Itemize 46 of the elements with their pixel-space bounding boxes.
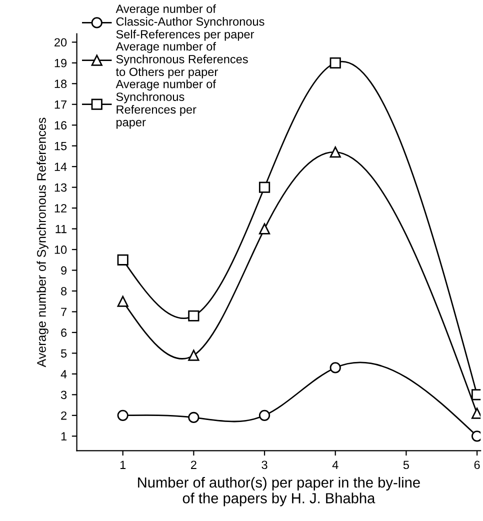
legend-label: Average number of Synchronous References to Others per paper <box>116 42 248 78</box>
y-tick-label: 19 <box>54 58 67 68</box>
y-tick-label: 6 <box>61 328 67 337</box>
y-tick-label: 10 <box>54 246 67 254</box>
point <box>258 223 270 234</box>
point <box>471 389 481 400</box>
x-tick-label: 5 <box>403 460 409 470</box>
point <box>117 254 128 266</box>
y-tick-label: 14 <box>54 162 67 171</box>
x-tick-label: 4 <box>332 460 338 469</box>
point <box>117 296 128 307</box>
point <box>117 410 128 421</box>
y-tick-label: 8 <box>61 287 67 296</box>
legend-label: Average number of Synchronous References per paper <box>116 80 216 129</box>
point <box>258 182 270 193</box>
y-tick-label: 7 <box>61 308 66 316</box>
y-tick-label: 3 <box>60 390 67 400</box>
point <box>471 408 481 419</box>
point <box>330 146 341 158</box>
y-tick-label: 11 <box>56 224 66 234</box>
y-axis-title: Average number of Synchronous References <box>36 118 48 368</box>
x-axis-title: Number of author(s) per paper in the by-line of the papers by H. J. Bhabha <box>138 476 420 506</box>
y-tick-label: 17 <box>54 100 66 109</box>
point <box>471 430 481 442</box>
x-tick-label: 3 <box>262 460 268 470</box>
point <box>258 410 270 421</box>
y-tick-label: 18 <box>54 80 67 88</box>
point <box>188 350 200 361</box>
y-tick-label: 15 <box>54 142 67 150</box>
y-tick-label: 9 <box>61 266 67 275</box>
point <box>330 362 341 374</box>
legend-label: Average number of Classic-Author Synchronous Self-References per paper <box>116 4 264 41</box>
y-tick-label: 5 <box>60 349 67 358</box>
y-tick-label: 13 <box>54 183 67 192</box>
point <box>188 412 200 424</box>
y-tick-label: 20 <box>54 38 67 47</box>
y-tick-label: 1 <box>61 432 66 440</box>
point <box>330 57 341 68</box>
x-tick-label: 6 <box>474 460 480 470</box>
x-tick-label: 2 <box>190 460 196 469</box>
y-tick-label: 2 <box>61 411 66 420</box>
x-tick-label: 1 <box>120 460 126 469</box>
y-tick-label: 12 <box>54 204 66 212</box>
point <box>188 310 200 322</box>
y-tick-label: 16 <box>54 121 67 130</box>
y-tick-label: 4 <box>60 370 67 378</box>
